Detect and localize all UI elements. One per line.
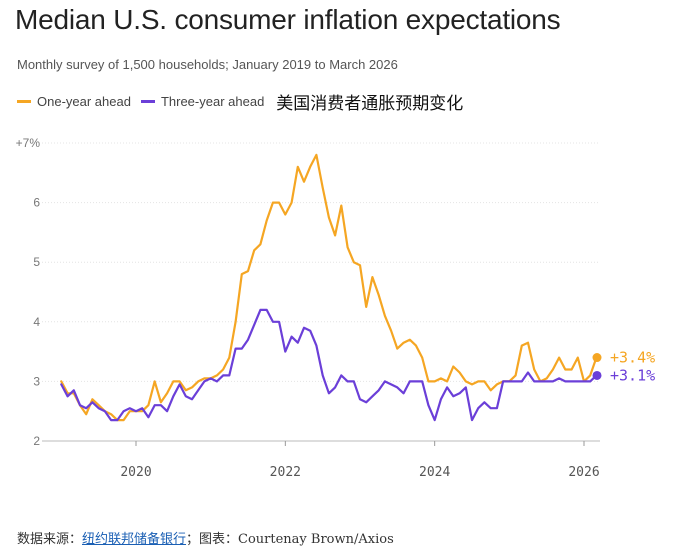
source-prefix: 数据来源： [17,532,83,547]
x-tick-label: 2024 [419,465,450,480]
y-tick-label: 5 [33,255,40,269]
legend-swatch-one-year [17,100,31,103]
x-tick-label: 2026 [568,465,599,480]
series-lines [60,153,598,422]
source-suffix: ；图表：Courtenay Brown/Axios [186,532,394,547]
legend-item-one-year: One-year ahead [17,94,131,109]
y-tick-label: 2 [33,434,40,448]
source-credit: 数据来源：纽约联邦储备银行；图表：Courtenay Brown/Axios [17,528,394,547]
chart-legend: One-year ahead Three-year ahead 美国消费者通胀预… [17,89,463,114]
end-marker-one-year [592,353,602,363]
y-tick-label: 3 [33,374,40,388]
legend-label-one-year: One-year ahead [37,94,131,109]
series-end-markers: +3.4%+3.1% [592,349,655,384]
source-link[interactable]: 纽约联邦储备银行 [82,532,187,547]
x-axis-ticks: 2020 2022 2024 2026 [120,441,600,480]
end-marker-three-year [592,370,602,380]
series-line-three-year [60,308,598,422]
end-label-one-year: +3.4% [610,349,655,367]
legend-label-three-year: Three-year ahead [160,94,265,109]
grid-lines [42,142,600,442]
legend-swatch-three-year [140,100,155,103]
chart-annotation: 美国消费者通胀预期变化 [276,94,464,114]
y-tick-label: 6 [33,196,40,210]
x-tick-label: 2020 [120,465,151,480]
legend-item-three-year: Three-year ahead [140,94,265,109]
y-tick-label: 4 [33,315,40,329]
chart-subtitle: Monthly survey of 1,500 households; Janu… [17,57,398,72]
y-axis-ticks: 2 3 4 5 6 +7% [16,136,41,448]
y-tick-label: +7% [16,136,41,150]
x-tick-label: 2022 [270,465,301,480]
end-label-three-year: +3.1% [610,366,655,384]
chart-title: Median U.S. consumer inflation expectati… [15,4,561,35]
